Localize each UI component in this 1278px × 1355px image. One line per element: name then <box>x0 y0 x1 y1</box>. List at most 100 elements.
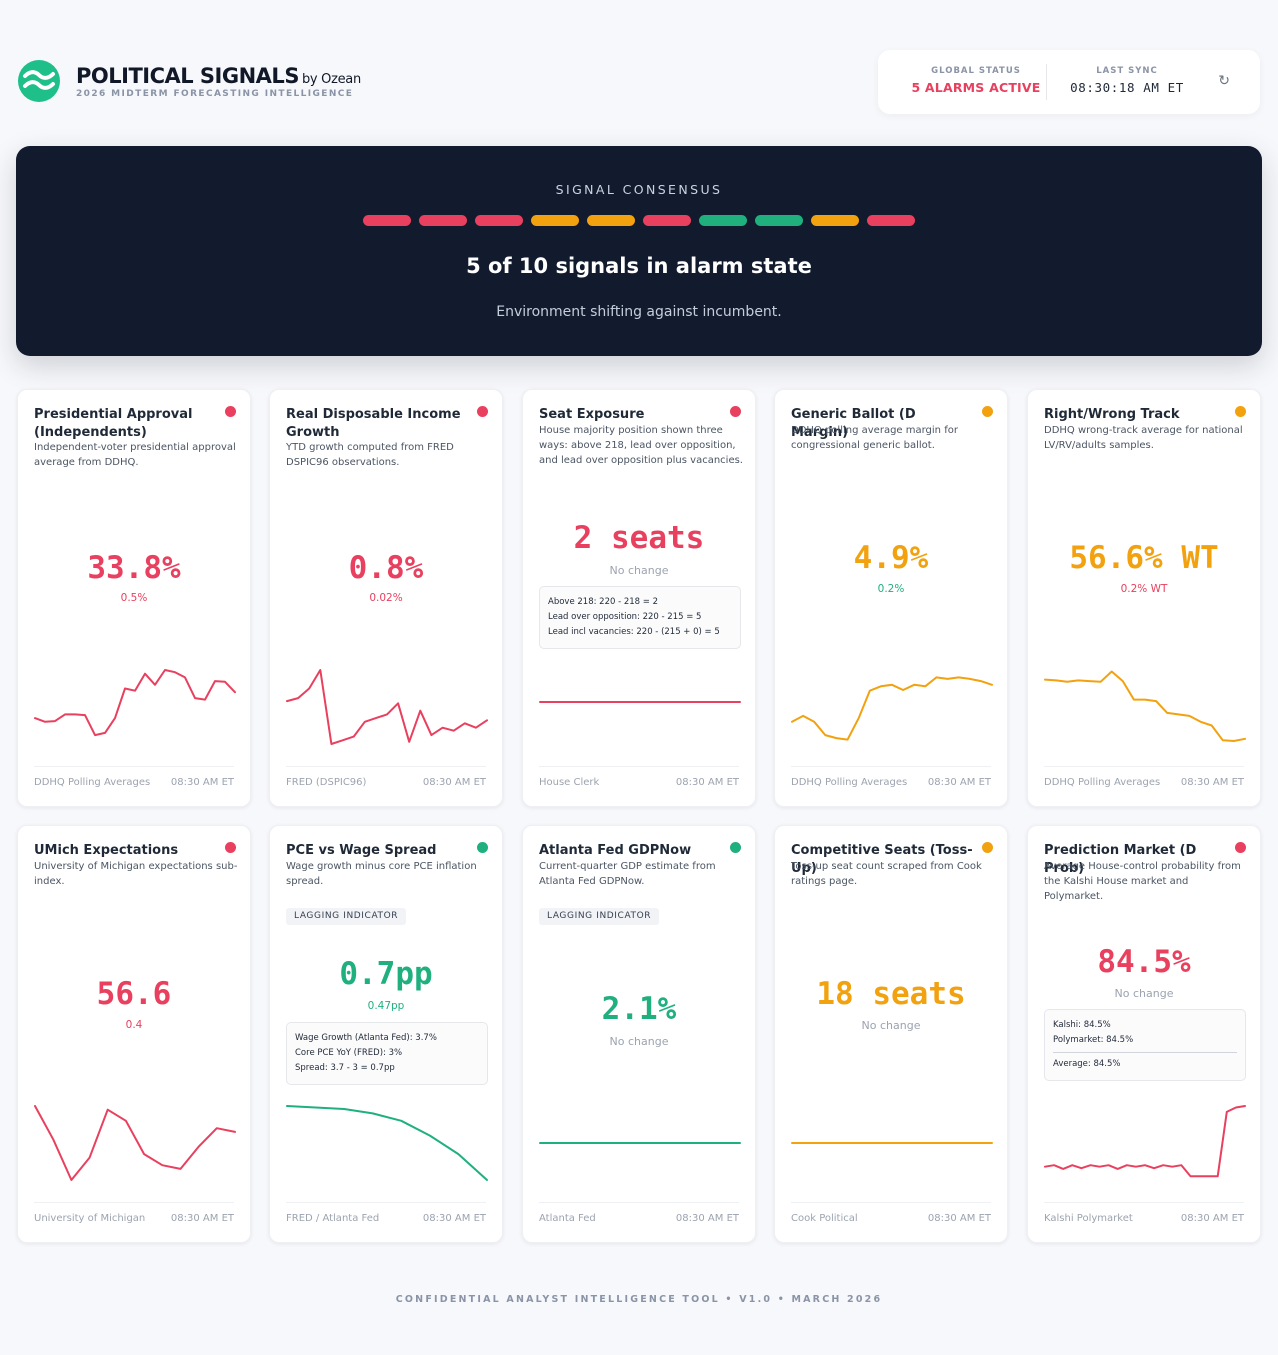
lagging-indicator-tag: LAGGING INDICATOR <box>286 908 407 925</box>
card-value: 18 seats <box>816 976 966 1012</box>
app-header: POLITICAL SIGNALS by Ozean 2026 MIDTERM F… <box>18 50 1260 114</box>
card-description: Current-quarter GDP estimate from Atlant… <box>539 861 716 887</box>
card-delta: 0.47pp <box>367 1000 405 1012</box>
card-title: Generic Ballot (D Margin) <box>791 407 916 440</box>
breakdown-line: Kalshi: 84.5% <box>1053 1020 1111 1030</box>
card-footer: DDHQ Polling Averages 08:30 AM ET <box>1044 766 1244 806</box>
card-footer: Atlanta Fed 08:30 AM ET <box>539 1202 739 1242</box>
card-delta: 0.5% <box>120 592 148 604</box>
sparkline-series <box>791 676 993 741</box>
card-updated-time: 08:30 AM ET <box>422 777 486 788</box>
status-dot <box>225 842 236 853</box>
card-footer: FRED / Atlanta Fed 08:30 AM ET <box>286 1202 486 1242</box>
card-delta: No change <box>609 564 669 577</box>
refresh-icon[interactable]: ↻ <box>1218 73 1230 89</box>
sparkline-series <box>34 669 236 737</box>
breakdown-line: Polymarket: 84.5% <box>1053 1035 1134 1045</box>
card-delta: No change <box>1114 987 1174 1000</box>
sparkline-chart <box>1044 670 1246 742</box>
breakdown-separator <box>1053 1052 1237 1053</box>
card-footer: University of Michigan 08:30 AM ET <box>34 1202 234 1242</box>
signal-card[interactable]: Prediction Market (D Prob) Average House-… <box>1027 825 1261 1243</box>
brand-title: POLITICAL SIGNALS by Ozean <box>76 64 361 88</box>
card-footer: FRED (DSPIC96) 08:30 AM ET <box>286 766 486 806</box>
card-description: Toss-up seat count scraped from Cook rat… <box>791 861 982 887</box>
consensus-bar <box>867 215 915 226</box>
card-description: YTD growth computed from FRED DSPIC96 ob… <box>286 442 454 468</box>
card-title: Right/Wrong Track <box>1044 407 1180 422</box>
sparkline-chart <box>539 701 741 703</box>
signal-card[interactable]: UMich Expectations University of Michigan… <box>17 825 251 1243</box>
card-value: 0.8% <box>348 550 424 586</box>
card-description: Wage growth minus core PCE inflation spr… <box>286 861 477 887</box>
calc-breakdown: Wage Growth (Atlanta Fed): 3.7% Core PCE … <box>286 1022 488 1085</box>
consensus-bar <box>363 215 411 226</box>
status-dot <box>730 842 741 853</box>
card-footer: Kalshi Polymarket 08:30 AM ET <box>1044 1202 1244 1242</box>
card-source: Cook Political <box>791 1213 858 1224</box>
signal-card[interactable]: Right/Wrong Track DDHQ wrong-track averag… <box>1027 389 1261 807</box>
card-description: University of Michigan expectations sub-… <box>34 861 238 887</box>
signal-card[interactable]: Presidential Approval (Independents) Inde… <box>17 389 251 807</box>
sparkline-chart <box>791 1142 993 1144</box>
card-updated-time: 08:30 AM ET <box>170 1213 234 1224</box>
page-footer: CONFIDENTIAL ANALYST INTELLIGENCE TOOL •… <box>395 1294 883 1305</box>
card-value: 0.7pp <box>339 956 433 992</box>
card-footer: DDHQ Polling Averages 08:30 AM ET <box>34 766 234 806</box>
status-dot <box>982 406 993 417</box>
card-value: 84.5% <box>1097 944 1191 980</box>
brand-name: POLITICAL SIGNALS <box>76 63 299 88</box>
card-updated-time: 08:30 AM ET <box>170 777 234 788</box>
status-dot <box>1235 406 1246 417</box>
card-value: 33.8% <box>87 550 181 586</box>
sparkline-series <box>34 1105 236 1181</box>
card-delta: No change <box>861 1019 921 1032</box>
card-source: FRED (DSPIC96) <box>286 777 367 788</box>
status-panel: GLOBAL STATUS 5 ALARMS ACTIVE LAST SYNC … <box>878 50 1260 114</box>
card-delta: 0.4 <box>125 1019 143 1031</box>
card-value: 56.6% WT <box>1069 540 1219 576</box>
breakdown-line: Lead over opposition: 220 - 215 = 5 <box>548 612 702 622</box>
consensus-subtext: Environment shifting against incumbent. <box>496 304 782 320</box>
brand-by: by Ozean <box>301 71 361 87</box>
signal-card[interactable]: PCE vs Wage Spread Wage growth minus core… <box>269 825 503 1243</box>
card-description: Average House-control probability from t… <box>1044 861 1241 902</box>
card-updated-time: 08:30 AM ET <box>927 1213 991 1224</box>
calc-breakdown: Kalshi: 84.5% Polymarket: 84.5% Average: 8… <box>1044 1009 1246 1081</box>
status-dot <box>730 406 741 417</box>
breakdown-line: Spread: 3.7 - 3 = 0.7pp <box>295 1063 395 1073</box>
status-dot <box>225 406 236 417</box>
signal-card[interactable]: Atlanta Fed GDPNow Current-quarter GDP es… <box>522 825 756 1243</box>
signal-card[interactable]: Generic Ballot (D Margin) DDHQ polling av… <box>774 389 1008 807</box>
card-footer: House Clerk 08:30 AM ET <box>539 766 739 806</box>
status-divider <box>1046 64 1047 100</box>
card-delta: No change <box>609 1035 669 1048</box>
global-status-label: GLOBAL STATUS <box>931 66 1021 76</box>
signal-card[interactable]: Seat Exposure House majority position sho… <box>522 389 756 807</box>
card-title: Presidential Approval (Independents) <box>34 407 193 440</box>
consensus-bar <box>587 215 635 226</box>
card-source: DDHQ Polling Averages <box>34 777 151 788</box>
signal-card[interactable]: Competitive Seats (Toss-Up) Toss-up seat … <box>774 825 1008 1243</box>
signal-card[interactable]: Real Disposable Income Growth YTD growth … <box>269 389 503 807</box>
card-value: 2 seats <box>573 520 705 556</box>
card-source: DDHQ Polling Averages <box>791 777 908 788</box>
consensus-bar <box>531 215 579 226</box>
card-updated-time: 08:30 AM ET <box>675 777 739 788</box>
card-title: UMich Expectations <box>34 843 179 858</box>
card-title: Seat Exposure <box>539 407 645 422</box>
breakdown-line: Above 218: 220 - 218 = 2 <box>548 597 659 607</box>
sparkline-series <box>1044 1105 1246 1178</box>
card-source: Atlanta Fed <box>539 1213 596 1224</box>
breakdown-line: Wage Growth (Atlanta Fed): 3.7% <box>295 1033 437 1043</box>
card-value: 56.6 <box>96 976 172 1012</box>
card-source: University of Michigan <box>34 1213 146 1224</box>
card-updated-time: 08:30 AM ET <box>675 1213 739 1224</box>
card-delta: 0.2% <box>877 583 905 595</box>
card-updated-time: 08:30 AM ET <box>927 777 991 788</box>
sparkline-chart <box>791 676 993 741</box>
card-source: Kalshi Polymarket <box>1044 1213 1133 1224</box>
card-description: Independent-voter presidential approval … <box>34 442 236 468</box>
global-status-value: 5 ALARMS ACTIVE <box>911 80 1041 95</box>
consensus-bar <box>419 215 467 226</box>
